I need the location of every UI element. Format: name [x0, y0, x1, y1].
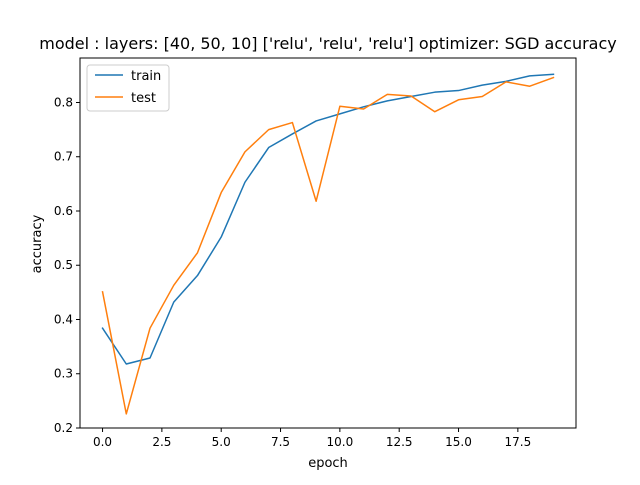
legend-label-train: train [131, 69, 161, 84]
legend: train test [86, 64, 170, 112]
x-tick-label: 12.5 [386, 435, 413, 449]
y-tick-label: 0.7 [54, 150, 73, 164]
y-tick-label: 0.6 [54, 204, 73, 218]
x-tick-label: 5.0 [212, 435, 231, 449]
x-tick-label: 0.0 [93, 435, 112, 449]
x-tick-label: 10.0 [327, 435, 354, 449]
chart-title: model : layers: [40, 50, 10] ['relu', 'r… [39, 34, 616, 53]
x-axis-label: epoch [308, 456, 348, 471]
y-axis-ticks: 0.2 0.3 0.4 0.5 0.6 0.7 0.8 [54, 95, 80, 435]
y-tick-label: 0.3 [54, 367, 73, 381]
series-line-test [101, 76, 555, 415]
x-tick-label: 17.5 [504, 435, 531, 449]
y-tick-label: 0.2 [54, 421, 73, 435]
x-tick-label: 2.5 [152, 435, 171, 449]
legend-label-test: test [131, 91, 156, 106]
series-line-train [101, 73, 555, 365]
plot-frame [79, 57, 577, 429]
series-layer [101, 73, 555, 415]
y-axis-label: accuracy [30, 214, 45, 273]
x-axis-ticks: 0.0 2.5 5.0 7.5 10.0 12.5 15.0 17.5 [93, 428, 531, 449]
x-tick-label: 7.5 [271, 435, 290, 449]
y-tick-label: 0.4 [54, 312, 73, 326]
x-tick-label: 15.0 [445, 435, 472, 449]
y-tick-label: 0.8 [54, 95, 73, 109]
y-tick-label: 0.5 [54, 258, 73, 272]
legend-box [86, 64, 170, 112]
